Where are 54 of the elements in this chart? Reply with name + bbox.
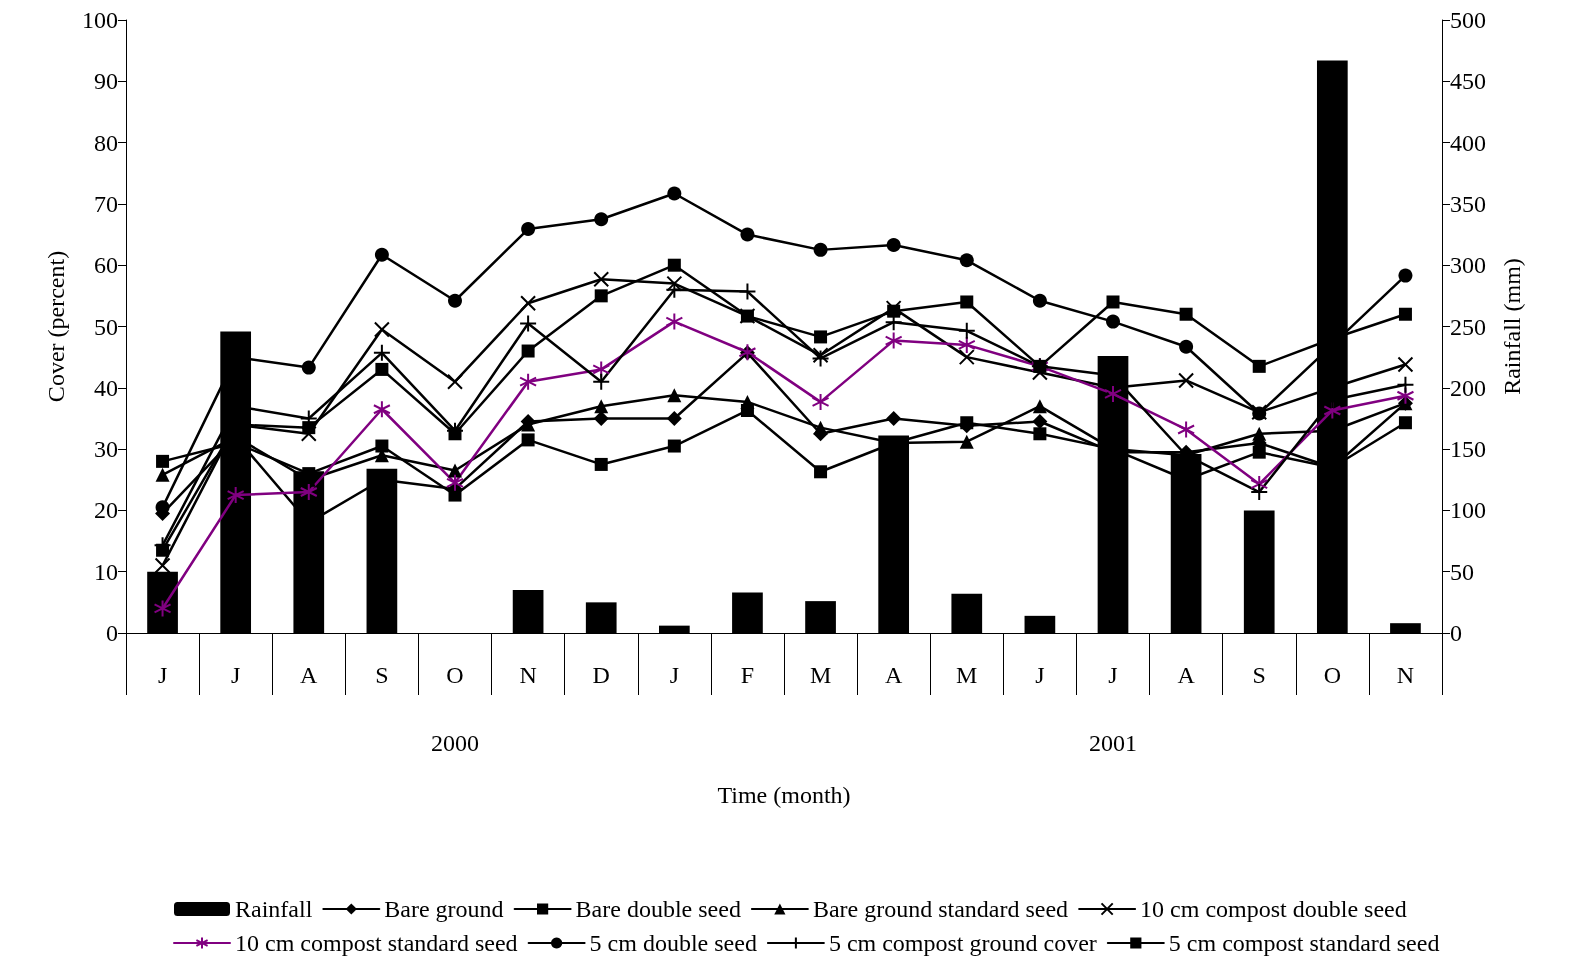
legend-label: 5 cm compost standard seed: [1168, 930, 1440, 956]
x-tick-label: M: [956, 662, 978, 688]
y2-tick-label: 350: [1450, 190, 1486, 217]
legend-label: Rainfall: [235, 896, 313, 922]
y-tick-label: 60: [94, 252, 118, 279]
x-tick-label: D: [592, 662, 610, 688]
y2-tick-label: 50: [1450, 558, 1474, 585]
legend-label: Bare ground: [384, 896, 504, 922]
y-tick-label: 0: [106, 620, 118, 646]
x-tick-label: N: [1396, 662, 1415, 688]
y2-tick-label: 100: [1450, 497, 1486, 524]
y-tick-label: 40: [94, 374, 118, 401]
y2-tick-label: 300: [1450, 252, 1486, 279]
legend-label: Bare ground standard seed: [812, 896, 1069, 922]
y2-tick-label: 400: [1450, 129, 1486, 156]
y2-tick-label: 250: [1450, 313, 1486, 340]
x-tick-label: F: [740, 662, 755, 688]
legend-label: 5 cm double seed: [589, 930, 757, 956]
x-tick-label: A: [884, 662, 903, 688]
legend-label: 5 cm compost ground cover: [828, 930, 1097, 956]
x-tick-label: S: [375, 662, 389, 688]
x-tick-label: A: [300, 662, 319, 688]
legend-label: 10 cm compost double seed: [1140, 896, 1407, 922]
x-tick-label: O: [446, 662, 464, 688]
x-tick-label: J: [1108, 662, 1118, 688]
x-tick-label: J: [669, 662, 680, 688]
text: 2001: [1089, 730, 1137, 756]
x-tick-label: M: [809, 662, 832, 688]
y-tick-label: 20: [94, 497, 118, 524]
text: 2000: [431, 730, 479, 756]
y-tick-label: 90: [94, 68, 118, 95]
y-tick-label: 10: [94, 558, 118, 585]
y2-axis-title: Rainfall (mm): [1499, 258, 1525, 395]
y-tick-label: 70: [94, 190, 118, 217]
x-tick-label: S: [1252, 662, 1266, 688]
y2-tick-label: 500: [1450, 7, 1486, 33]
y2-tick-label: 150: [1450, 436, 1486, 463]
x-tick-label: N: [519, 662, 537, 688]
y-tick-label: 50: [94, 313, 118, 340]
legend-label: 10 cm compost standard seed: [235, 930, 518, 956]
y-tick-label: 100: [82, 7, 118, 33]
x-tick-label: J: [1035, 662, 1045, 688]
x-tick-label: O: [1323, 662, 1342, 688]
legend-label: Bare double seed: [575, 896, 741, 922]
y-axis-title: Cover (percent): [43, 250, 69, 403]
y-tick-label: 30: [94, 436, 118, 463]
x-axis-title: Time (month): [717, 782, 851, 808]
y2-tick-label: 200: [1450, 374, 1486, 401]
y2-tick-label: 0: [1450, 620, 1462, 646]
y-tick-label: 80: [94, 129, 118, 156]
x-tick-label: A: [1177, 662, 1196, 688]
y2-tick-label: 450: [1450, 68, 1486, 95]
x-tick-label: J: [230, 662, 241, 688]
x-tick-label: J: [157, 662, 168, 688]
